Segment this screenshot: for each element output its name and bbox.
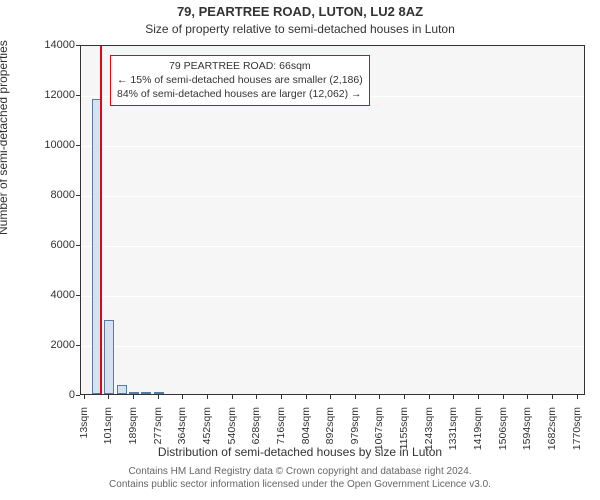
- annotation-line: ← 15% of semi-detached houses are smalle…: [117, 73, 363, 87]
- x-tick-label: 1419sqm: [472, 407, 484, 457]
- chart-subtitle: Size of property relative to semi-detach…: [0, 22, 600, 36]
- x-tick-label: 101sqm: [102, 407, 114, 457]
- grid-line: [81, 146, 584, 147]
- x-tick-label: 364sqm: [176, 407, 188, 457]
- x-tick-mark: [404, 395, 405, 399]
- y-tick-label: 12000: [44, 89, 75, 101]
- bar: [129, 392, 139, 394]
- x-tick-label: 1682sqm: [546, 407, 558, 457]
- x-tick-mark: [527, 395, 528, 399]
- chart-container: 79, PEARTREE ROAD, LUTON, LU2 8AZ Size o…: [0, 0, 600, 500]
- y-tick-label: 0: [69, 389, 75, 401]
- x-tick-mark: [330, 395, 331, 399]
- grid-line: [81, 296, 584, 297]
- footer-attribution: Contains HM Land Registry data © Crown c…: [0, 466, 600, 491]
- x-tick-label: 716sqm: [275, 407, 287, 457]
- y-tick-label: 14000: [44, 39, 75, 51]
- x-tick-mark: [577, 395, 578, 399]
- x-tick-label: 1331sqm: [447, 407, 459, 457]
- x-tick-mark: [256, 395, 257, 399]
- bar: [141, 392, 151, 394]
- x-tick-mark: [453, 395, 454, 399]
- x-tick-label: 804sqm: [300, 407, 312, 457]
- y-axis-label: Number of semi-detached properties: [0, 40, 10, 235]
- x-tick-label: 189sqm: [127, 407, 139, 457]
- x-tick-mark: [108, 395, 109, 399]
- grid-line: [81, 346, 584, 347]
- y-tick-label: 10000: [44, 139, 75, 151]
- x-tick-mark: [133, 395, 134, 399]
- x-tick-label: 1067sqm: [373, 407, 385, 457]
- x-tick-label: 540sqm: [226, 407, 238, 457]
- x-tick-label: 1155sqm: [398, 407, 410, 457]
- footer-line-1: Contains HM Land Registry data © Crown c…: [0, 466, 600, 479]
- y-tick-mark: [76, 145, 80, 146]
- x-tick-mark: [84, 395, 85, 399]
- x-tick-mark: [232, 395, 233, 399]
- x-tick-label: 277sqm: [152, 407, 164, 457]
- x-tick-mark: [306, 395, 307, 399]
- chart-title: 79, PEARTREE ROAD, LUTON, LU2 8AZ: [0, 4, 600, 19]
- x-tick-mark: [355, 395, 356, 399]
- x-tick-mark: [207, 395, 208, 399]
- y-tick-mark: [76, 45, 80, 46]
- annotation-line: 79 PEARTREE ROAD: 66sqm: [117, 59, 363, 73]
- annotation-box: 79 PEARTREE ROAD: 66sqm← 15% of semi-det…: [110, 55, 370, 106]
- bar: [117, 385, 127, 394]
- y-tick-label: 2000: [51, 339, 75, 351]
- footer-line-2: Contains public sector information licen…: [0, 479, 600, 492]
- y-tick-mark: [76, 95, 80, 96]
- x-tick-label: 979sqm: [349, 407, 361, 457]
- bar: [154, 392, 164, 394]
- x-tick-mark: [503, 395, 504, 399]
- x-tick-mark: [478, 395, 479, 399]
- x-tick-label: 628sqm: [250, 407, 262, 457]
- x-tick-mark: [281, 395, 282, 399]
- property-indicator-line: [100, 46, 102, 394]
- x-tick-mark: [379, 395, 380, 399]
- x-tick-mark: [552, 395, 553, 399]
- x-tick-mark: [429, 395, 430, 399]
- grid-line: [81, 246, 584, 247]
- x-tick-label: 892sqm: [324, 407, 336, 457]
- y-tick-label: 4000: [51, 289, 75, 301]
- x-tick-label: 13sqm: [78, 407, 90, 457]
- y-tick-label: 6000: [51, 239, 75, 251]
- x-tick-label: 452sqm: [201, 407, 213, 457]
- y-tick-mark: [76, 295, 80, 296]
- x-tick-mark: [158, 395, 159, 399]
- x-tick-label: 1770sqm: [571, 407, 583, 457]
- y-tick-mark: [76, 245, 80, 246]
- x-tick-mark: [182, 395, 183, 399]
- x-tick-label: 1506sqm: [497, 407, 509, 457]
- y-tick-mark: [76, 345, 80, 346]
- x-tick-label: 1243sqm: [423, 407, 435, 457]
- x-tick-label: 1594sqm: [521, 407, 533, 457]
- annotation-line: 84% of semi-detached houses are larger (…: [117, 87, 363, 101]
- y-tick-label: 8000: [51, 189, 75, 201]
- grid-line: [81, 196, 584, 197]
- y-tick-mark: [76, 395, 80, 396]
- bar: [104, 320, 114, 394]
- y-tick-mark: [76, 195, 80, 196]
